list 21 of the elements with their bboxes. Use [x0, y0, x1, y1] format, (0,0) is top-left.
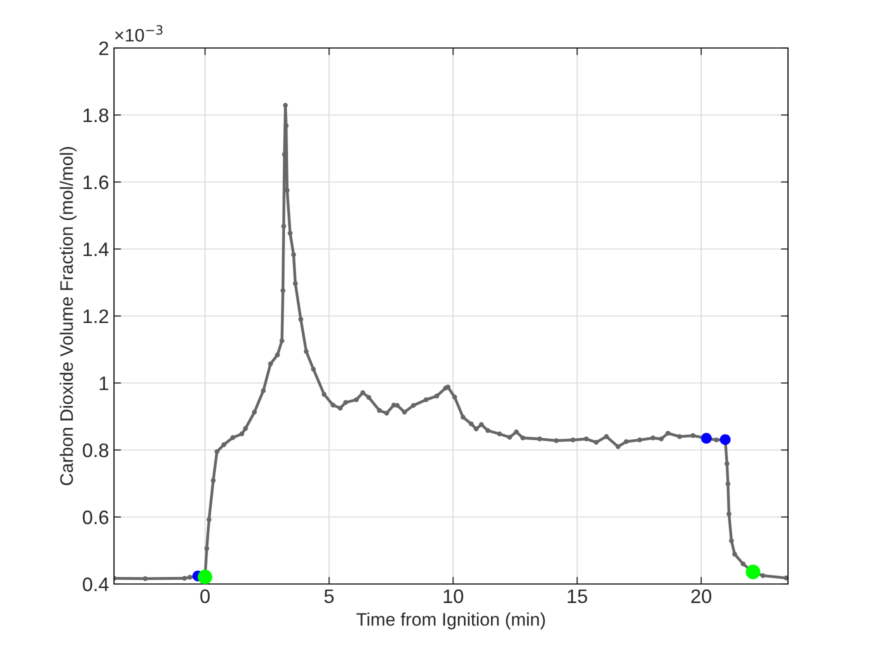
y-tick-label: 1.4	[84, 242, 109, 256]
x-axis-title: Time from Ignition (min)	[356, 612, 545, 630]
y-tick-label: 1.2	[84, 309, 108, 324]
x-tick-label: 0	[200, 589, 210, 604]
x-tick-label: 5	[324, 590, 334, 604]
y-tick-label: 0.8	[82, 443, 108, 458]
y-tick-label: 2	[99, 41, 108, 56]
y-tick-label: 1.8	[84, 108, 108, 122]
point	[720, 434, 731, 445]
point	[746, 564, 760, 580]
y-tick-label: 1.6	[84, 175, 108, 190]
text: ×10$^{−3}$	[115, 25, 162, 42]
y-axis-title: Carbon Dioxide Volume Fraction (mol/mol)	[60, 147, 77, 486]
y-tick-label: 1	[100, 376, 108, 390]
x-tick-label: 10	[444, 589, 464, 604]
y-tick-label: 0.6	[82, 510, 108, 524]
point	[701, 432, 712, 444]
x-tick-label: 15	[568, 590, 588, 604]
x-tick-label: 20	[691, 589, 712, 604]
point	[198, 570, 212, 584]
y-tick-label: 0.4	[82, 577, 109, 592]
